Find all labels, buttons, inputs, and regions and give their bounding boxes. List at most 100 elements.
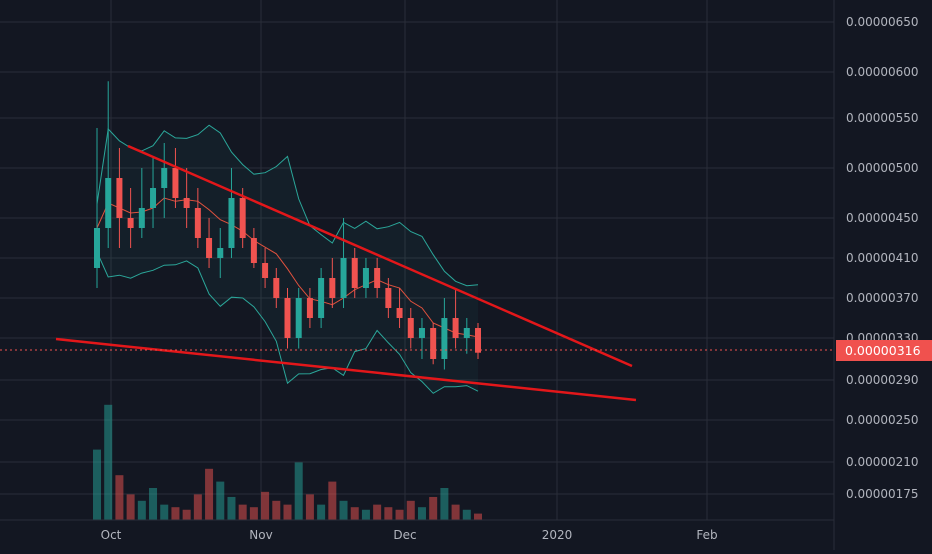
candle-body[interactable] xyxy=(206,238,213,258)
candle-body[interactable] xyxy=(452,318,459,338)
candle-body[interactable] xyxy=(105,178,112,228)
candle-body[interactable] xyxy=(116,178,123,218)
candle-body[interactable] xyxy=(362,268,369,288)
candle-body[interactable] xyxy=(463,328,470,338)
volume-bar xyxy=(429,496,438,520)
candle-body[interactable] xyxy=(161,168,168,188)
candle-body[interactable] xyxy=(250,238,257,263)
volume-bar xyxy=(149,488,158,520)
time-tick-label: Dec xyxy=(393,528,416,542)
candle-body[interactable] xyxy=(127,218,134,228)
candle-body[interactable] xyxy=(194,208,201,238)
price-tick-label: 0.00000290 xyxy=(846,373,919,387)
volume-bar xyxy=(462,509,471,520)
volume-bar xyxy=(104,404,113,520)
candle-body[interactable] xyxy=(94,228,100,268)
volume-bar xyxy=(238,504,247,520)
candle-body[interactable] xyxy=(284,298,291,338)
volume-bar xyxy=(216,481,225,520)
volume-bar xyxy=(474,513,482,520)
candle-body[interactable] xyxy=(441,318,448,359)
candle-body[interactable] xyxy=(351,258,358,288)
volume-bar xyxy=(361,509,370,520)
volume-bar xyxy=(205,468,214,520)
time-tick-label: Oct xyxy=(101,528,122,542)
volume-bar xyxy=(440,488,449,520)
volume-bar xyxy=(93,449,101,520)
candle-body[interactable] xyxy=(150,188,157,208)
volume-bar xyxy=(328,481,337,520)
price-tick-label: 0.00000210 xyxy=(846,455,919,469)
volume-bar xyxy=(417,507,426,520)
volume-bar xyxy=(339,500,348,520)
candle-body[interactable] xyxy=(239,198,246,238)
candle-body[interactable] xyxy=(273,278,280,298)
candle-body[interactable] xyxy=(385,288,392,308)
price-tick-label: 0.00000450 xyxy=(846,211,919,225)
time-tick-label: 2020 xyxy=(542,528,573,542)
volume-bar xyxy=(350,507,359,520)
volume-bar xyxy=(294,462,303,520)
volume-bars xyxy=(93,404,482,520)
candle-body[interactable] xyxy=(418,328,425,338)
price-tick-label: 0.00000650 xyxy=(846,15,919,29)
price-tick-label: 0.00000370 xyxy=(846,291,919,305)
volume-bar xyxy=(406,500,415,520)
trendlines[interactable] xyxy=(55,144,637,402)
candle-body[interactable] xyxy=(475,328,481,353)
bollinger-upper xyxy=(96,124,479,287)
candle-body[interactable] xyxy=(306,298,313,318)
volume-bar xyxy=(115,475,124,520)
volume-bar xyxy=(193,494,202,520)
moving-average xyxy=(96,197,479,338)
volume-bar xyxy=(249,507,258,520)
price-tick-label: 0.00000600 xyxy=(846,65,919,79)
time-axis[interactable]: Oct Nov Dec 2020 Feb xyxy=(101,528,718,542)
time-tick-label: Nov xyxy=(249,528,272,542)
candle-body[interactable] xyxy=(138,208,145,228)
upper-resistance-trendline[interactable] xyxy=(127,144,633,368)
volume-bar xyxy=(171,507,180,520)
volume-bar xyxy=(283,504,292,520)
lower-support-trendline[interactable] xyxy=(55,337,637,402)
price-tick-label: 0.00000550 xyxy=(846,111,919,125)
volume-bar xyxy=(373,504,382,520)
candle-body[interactable] xyxy=(407,318,414,338)
volume-bar xyxy=(384,507,393,520)
candles[interactable] xyxy=(94,81,481,370)
bollinger-bands xyxy=(96,124,479,394)
candle-body[interactable] xyxy=(430,328,437,359)
candle-body[interactable] xyxy=(329,278,336,298)
volume-bar xyxy=(451,504,460,520)
price-tick-label: 0.00000175 xyxy=(846,487,919,501)
price-axis[interactable]: 0.00000650 0.00000600 0.00000550 0.00000500… xyxy=(846,15,919,501)
last-price-label: 0.00000316 xyxy=(845,343,921,358)
volume-bar xyxy=(182,509,191,520)
volume-bar xyxy=(126,494,135,520)
volume-bar xyxy=(261,491,270,520)
candle-body[interactable] xyxy=(374,268,381,288)
volume-bar xyxy=(395,509,404,520)
candle-body[interactable] xyxy=(172,168,179,198)
price-tick-label: 0.00000500 xyxy=(846,161,919,175)
candle-body[interactable] xyxy=(295,298,302,338)
candle-body[interactable] xyxy=(340,258,347,298)
volume-bar xyxy=(272,500,281,520)
candle-body[interactable] xyxy=(217,248,224,258)
candle-body[interactable] xyxy=(183,198,190,208)
candle-body[interactable] xyxy=(318,278,325,318)
last-price-badge xyxy=(836,340,932,361)
candle-body[interactable] xyxy=(228,198,235,248)
bollinger-fill xyxy=(97,125,478,394)
time-tick-label: Feb xyxy=(696,528,717,542)
candle-body[interactable] xyxy=(262,263,269,278)
candle-body[interactable] xyxy=(396,308,403,318)
volume-bar xyxy=(305,494,314,520)
volume-bar xyxy=(317,504,326,520)
volume-bar xyxy=(137,500,146,520)
volume-bar xyxy=(227,496,236,520)
volume-bar xyxy=(160,504,169,520)
